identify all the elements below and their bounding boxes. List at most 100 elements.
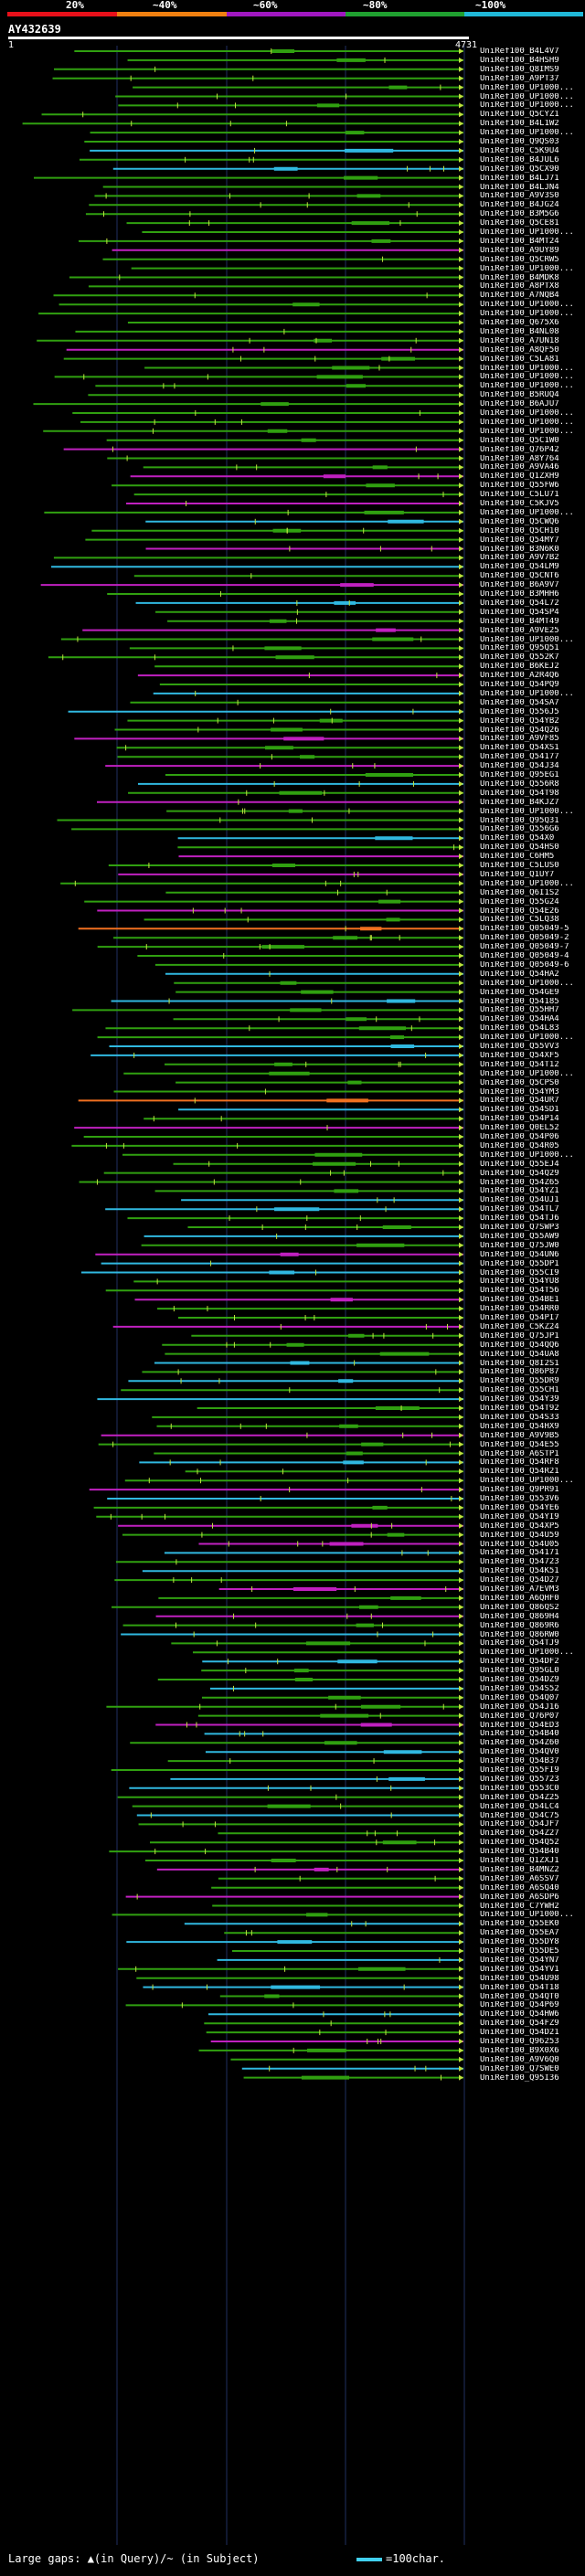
hit-label[interactable]: UniRef100_Q5CYZ1 [480, 111, 559, 120]
hit-label[interactable]: UniRef100_Q54P69 [480, 2001, 559, 2010]
hit-label[interactable]: UniRef100_Q54LC4 [480, 1802, 559, 1811]
hit-label[interactable]: UniRef100_Q55EJ4 [480, 1160, 559, 1169]
hit-label[interactable]: UniRef100_UP1000... [480, 101, 574, 111]
hit-label[interactable]: UniRef100_Q54S33 [480, 1413, 559, 1422]
hit-label[interactable]: UniRef100_Q869R6 [480, 1621, 559, 1630]
hit-label[interactable]: UniRef100_Q54D21 [480, 2029, 559, 2038]
hit-label[interactable]: UniRef100_UP1000... [480, 310, 574, 319]
hit-label[interactable]: UniRef100_Q1ZXJ1 [480, 1857, 559, 1865]
hit-label[interactable]: UniRef100_A7NQB4 [480, 292, 559, 301]
hit-label[interactable]: UniRef100_A8Y764 [480, 454, 559, 463]
hit-label[interactable]: UniRef100_A6SDP6 [480, 1892, 559, 1902]
hit-label[interactable]: UniRef100_UP1000... [480, 879, 574, 888]
hit-label[interactable]: UniRef100_Q5CX90 [480, 164, 559, 174]
hit-label[interactable]: UniRef100_C5LA81 [480, 355, 559, 364]
hit-label[interactable]: UniRef100_A9VF85 [480, 735, 559, 744]
hit-label[interactable]: UniRef100_Q05049-5 [480, 925, 569, 934]
hit-label[interactable]: UniRef100_Q54ED3 [480, 1721, 559, 1730]
hit-label[interactable]: UniRef100_Q54177 [480, 753, 559, 762]
hit-label[interactable]: UniRef100_UP1000... [480, 689, 574, 698]
hit-label[interactable]: UniRef100_UP1000... [480, 382, 574, 391]
hit-label[interactable]: UniRef100_Q54B40 [480, 1848, 559, 1857]
hit-label[interactable]: UniRef100_Q54XS1 [480, 744, 559, 753]
hit-label[interactable]: UniRef100_A6SSV7 [480, 1874, 559, 1883]
hit-label[interactable]: UniRef100_Q54YE6 [480, 1503, 559, 1512]
hit-label[interactable]: UniRef100_UP1000... [480, 508, 574, 517]
hit-label[interactable]: UniRef100_Q54P14 [480, 1115, 559, 1124]
hit-label[interactable]: UniRef100_Q05049-7 [480, 943, 569, 952]
hit-label[interactable]: UniRef100_UP1000... [480, 92, 574, 101]
hit-label[interactable]: UniRef100_Q5CE81 [480, 219, 559, 228]
hit-label[interactable]: UniRef100_Q54171 [480, 1549, 559, 1558]
hit-label[interactable]: UniRef100_Q9QS03 [480, 138, 559, 146]
hit-label[interactable]: UniRef100_Q95I36 [480, 2073, 559, 2083]
hit-label[interactable]: UniRef100_Q5CNT6 [480, 572, 559, 581]
hit-label[interactable]: UniRef100_Q556J5 [480, 707, 559, 716]
hit-label[interactable]: UniRef100_A9UY89 [480, 246, 559, 255]
hit-label[interactable]: UniRef100_Q55CI9 [480, 1268, 559, 1277]
hit-label[interactable]: UniRef100_A6SQ40 [480, 1883, 559, 1892]
hit-label[interactable]: UniRef100_Q7SWP3 [480, 1224, 559, 1232]
hit-label[interactable]: UniRef100_C5KJV5 [480, 500, 559, 508]
hit-label[interactable]: UniRef100_Q54Q07 [480, 1693, 559, 1702]
hit-label[interactable]: UniRef100_Q8IMS9 [480, 65, 559, 74]
hit-label[interactable]: UniRef100_Q0EL52 [480, 1124, 559, 1133]
hit-label[interactable]: UniRef100_UP1000... [480, 418, 574, 427]
hit-label[interactable]: UniRef100_Q54LM9 [480, 563, 559, 572]
hit-label[interactable]: UniRef100_Q54Q52 [480, 1839, 559, 1848]
hit-label[interactable]: UniRef100_Q55723 [480, 1775, 559, 1784]
hit-label[interactable]: UniRef100_B4KJZ7 [480, 798, 559, 807]
hit-label[interactable]: UniRef100_Q86QS2 [480, 1603, 559, 1612]
hit-label[interactable]: UniRef100_Q54C75 [480, 1811, 559, 1820]
hit-label[interactable]: UniRef100_Q54T18 [480, 1983, 559, 1992]
hit-label[interactable]: UniRef100_A7UN18 [480, 336, 559, 345]
hit-label[interactable]: UniRef100_A7EVM3 [480, 1585, 559, 1594]
hit-label[interactable]: UniRef100_UP1000... [480, 427, 574, 436]
hit-label[interactable]: UniRef100_Q55EK0 [480, 1920, 559, 1929]
hit-label[interactable]: UniRef100_UP1000... [480, 807, 574, 816]
hit-label[interactable]: UniRef100_Q54PI7 [480, 1314, 559, 1322]
hit-label[interactable]: UniRef100_Q54T92 [480, 1405, 559, 1413]
hit-label[interactable]: UniRef100_Q05049-4 [480, 952, 569, 960]
hit-label[interactable]: UniRef100_B4MT49 [480, 617, 559, 626]
hit-label[interactable]: UniRef100_Q5C1W0 [480, 436, 559, 445]
hit-label[interactable]: UniRef100_Q54TJ6 [480, 1214, 559, 1224]
hit-label[interactable]: UniRef100_Q54T98 [480, 789, 559, 798]
hit-label[interactable]: UniRef100_Q54SD1 [480, 1106, 559, 1115]
hit-label[interactable]: UniRef100_UP1000... [480, 1911, 574, 1920]
hit-label[interactable]: UniRef100_Q54723 [480, 1558, 559, 1567]
hit-label[interactable]: UniRef100_UP1000... [480, 364, 574, 373]
hit-label[interactable]: UniRef100_UP1000... [480, 373, 574, 382]
hit-label[interactable]: UniRef100_UP1000... [480, 409, 574, 418]
hit-label[interactable]: UniRef100_Q7SWE0 [480, 2064, 559, 2073]
hit-label[interactable]: UniRef100_B3N6K0 [480, 545, 559, 554]
hit-label[interactable]: UniRef100_Q553C0 [480, 1784, 559, 1793]
hit-label[interactable]: UniRef100_Q54R21 [480, 1468, 559, 1477]
hit-label[interactable]: UniRef100_UP1000... [480, 228, 574, 237]
hit-label[interactable]: UniRef100_UP1000... [480, 1069, 574, 1078]
hit-label[interactable]: UniRef100_UP1000... [480, 979, 574, 988]
hit-label[interactable]: UniRef100_Q54BE1 [480, 1296, 559, 1305]
hit-label[interactable]: UniRef100_Q54PQ9 [480, 681, 559, 689]
hit-label[interactable]: UniRef100_Q54DF2 [480, 1658, 559, 1667]
hit-label[interactable]: UniRef100_Q54B37 [480, 1757, 559, 1766]
hit-label[interactable]: UniRef100_Q55FW6 [480, 482, 559, 491]
hit-label[interactable]: UniRef100_UP1000... [480, 301, 574, 310]
hit-label[interactable]: UniRef100_Q55G24 [480, 897, 559, 906]
hit-label[interactable]: UniRef100_Q54MY7 [480, 535, 559, 545]
hit-label[interactable]: UniRef100_Q55DR9 [480, 1377, 559, 1386]
hit-label[interactable]: UniRef100_B4MDK8 [480, 273, 559, 282]
hit-label[interactable]: UniRef100_Q54Q26 [480, 726, 559, 735]
hit-label[interactable]: UniRef100_B4NL08 [480, 327, 559, 336]
hit-label[interactable]: UniRef100_A9VE25 [480, 626, 559, 635]
hit-label[interactable]: UniRef100_Q54D27 [480, 1576, 559, 1585]
hit-label[interactable]: UniRef100_Q54JF7 [480, 1820, 559, 1829]
hit-label[interactable]: UniRef100_B4LJN4 [480, 183, 559, 192]
hit-label[interactable]: UniRef100_UP1000... [480, 1648, 574, 1658]
hit-label[interactable]: UniRef100_B3M5G6 [480, 210, 559, 219]
hit-label[interactable]: UniRef100_Q54U98 [480, 1974, 559, 1983]
hit-label[interactable]: UniRef100_Q54U05 [480, 1540, 559, 1549]
hit-label[interactable]: UniRef100_B6KEJ2 [480, 663, 559, 672]
hit-label[interactable]: UniRef100_A8PTX8 [480, 282, 559, 292]
hit-label[interactable]: UniRef100_B5RUQ4 [480, 391, 559, 400]
